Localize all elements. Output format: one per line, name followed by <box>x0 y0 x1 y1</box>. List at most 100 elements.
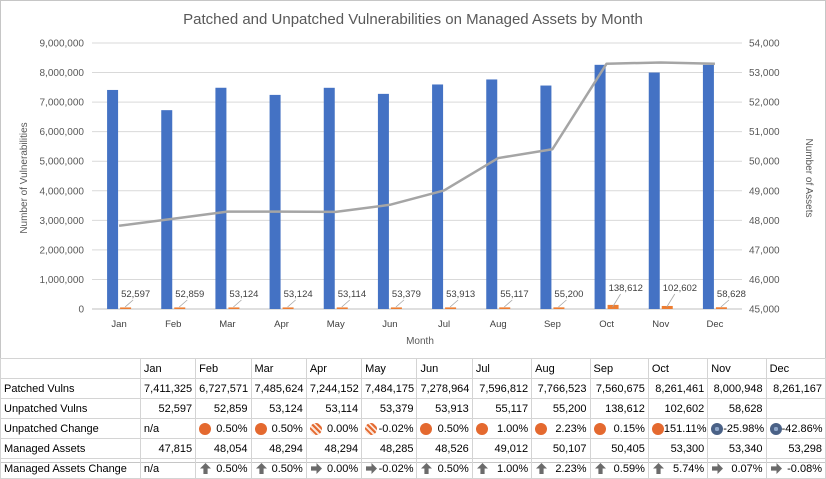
table-cell: 7,485,624 <box>250 378 307 399</box>
table-row: Managed Assets Change n/a 0.50% 0.50% 0.00% -… <box>0 458 826 479</box>
leader-line <box>720 299 730 308</box>
leader-line <box>124 299 134 308</box>
table-cell: 0.50% <box>250 458 307 479</box>
table-cell: 48,294 <box>305 438 363 459</box>
patched-bar <box>215 87 227 309</box>
up-arrow-icon <box>594 462 607 475</box>
hatched-dot-icon <box>309 422 322 435</box>
table-cell: 0.50% <box>195 458 252 479</box>
patched-bar <box>432 84 444 309</box>
table-row: Unpatched Vulns 52,597 52,859 53,124 53,114 5… <box>0 398 826 419</box>
table-header-row: Jan Feb Mar Apr May Jun Jul Aug Sep Oct Nov Dec <box>0 358 826 379</box>
right-arrow-icon <box>310 462 323 475</box>
y-tick-label: 8,000,000 <box>40 68 85 79</box>
unpatched-bar <box>715 307 727 309</box>
up-arrow-icon <box>652 462 665 475</box>
unpatched-bar <box>499 307 511 309</box>
leader-line <box>503 299 513 308</box>
table-cell: 53,298 <box>765 438 826 459</box>
right-arrow-icon <box>770 462 783 475</box>
month-header: Jul <box>471 358 533 379</box>
right-arrow-icon <box>365 462 378 475</box>
cell-value: 1.00% <box>496 422 529 435</box>
table-corner-cell <box>0 358 141 379</box>
leader-line <box>612 293 621 308</box>
table-cell: 0.50% <box>250 418 307 439</box>
table-cell: 8,261,167 <box>765 378 826 399</box>
row-label: Patched Vulns <box>0 378 141 399</box>
x-tick-label: May <box>327 319 345 330</box>
patched-bar <box>107 89 119 310</box>
table-cell: 53,124 <box>250 398 307 419</box>
orange-dot-icon <box>199 422 212 435</box>
patched-bar <box>323 87 335 309</box>
table-row: Managed Assets 47,815 48,054 48,294 48,294 48… <box>0 438 826 459</box>
table-cell: -42.86% <box>765 418 826 439</box>
month-header: Feb <box>195 358 252 379</box>
table-cell: -0.08% <box>765 458 826 479</box>
cell-value: 151.11% <box>663 422 707 435</box>
table-cell: 48,294 <box>250 438 307 459</box>
table-cell: 50,107 <box>531 438 591 459</box>
y2-tick-label: 52,000 <box>749 98 780 109</box>
table-cell: 49,012 <box>471 438 533 459</box>
cell-value: 0.59% <box>613 462 645 475</box>
data-label: 53,913 <box>446 289 475 300</box>
table-cell: 7,244,152 <box>305 378 363 399</box>
table-cell: 8,000,948 <box>707 378 767 399</box>
month-header: Oct <box>647 358 709 379</box>
cell-value: 0.07% <box>731 462 763 475</box>
y2-tick-label: 53,000 <box>749 68 780 79</box>
table-cell: 1.00% <box>471 458 533 479</box>
table-cell: 50,405 <box>589 438 649 459</box>
table-cell: 48,054 <box>195 438 252 459</box>
y2-tick-label: 50,000 <box>749 157 780 168</box>
y2-tick-label: 46,000 <box>749 275 780 286</box>
table-cell: 52,597 <box>139 398 197 419</box>
x-tick-label: Jan <box>111 319 126 330</box>
unpatched-bar <box>445 307 457 309</box>
table-cell: 0.50% <box>195 418 252 439</box>
y-tick-label: 5,000,000 <box>40 157 85 168</box>
row-label: Unpatched Vulns <box>0 398 141 419</box>
table-cell: 48,526 <box>416 438 473 459</box>
table-cell: -0.02% <box>361 458 418 479</box>
table-cell: 48,285 <box>361 438 418 459</box>
table-cell: 53,913 <box>416 398 473 419</box>
up-arrow-icon <box>420 462 433 475</box>
leader-line <box>666 293 676 308</box>
table-cell: 0.07% <box>707 458 767 479</box>
x-tick-label: Mar <box>219 319 235 330</box>
cell-value: -0.02% <box>378 462 414 475</box>
combo-chart: Patched and Unpatched Vulnerabilities on… <box>19 11 814 347</box>
cell-value: 0.00% <box>326 422 359 435</box>
y-tick-label: 2,000,000 <box>40 245 85 256</box>
unpatched-bar <box>607 304 619 309</box>
y-tick-label: 9,000,000 <box>40 39 85 50</box>
up-arrow-icon <box>535 462 548 475</box>
table-cell: 7,766,523 <box>531 378 591 399</box>
leader-line <box>558 299 567 308</box>
cell-value: 2.23% <box>555 422 587 435</box>
month-header: May <box>361 358 418 379</box>
unpatched-bar <box>336 307 348 309</box>
table-cell: 0.15% <box>589 418 649 439</box>
month-header: Apr <box>305 358 363 379</box>
orange-dot-icon <box>651 422 664 435</box>
table-cell: 0.50% <box>416 458 473 479</box>
data-label: 53,379 <box>392 289 421 300</box>
data-label: 58,628 <box>717 289 746 300</box>
x-tick-label: Jul <box>438 319 450 330</box>
blue-dot-icon <box>769 422 782 435</box>
data-table: Jan Feb Mar Apr May Jun Jul Aug Sep Oct Nov Dec Patc… <box>0 358 826 479</box>
table-cell: n/a <box>139 418 197 439</box>
y2-tick-label: 47,000 <box>749 245 780 256</box>
unpatched-bar <box>661 305 673 309</box>
table-cell: -25.98% <box>707 418 767 439</box>
cell-value: 0.00% <box>326 462 359 475</box>
table-cell: 0.00% <box>305 458 363 479</box>
x-axis-title: Month <box>406 336 434 347</box>
leader-line <box>341 299 351 308</box>
y-tick-label: 0 <box>78 305 84 316</box>
table-cell: 1.00% <box>471 418 533 439</box>
